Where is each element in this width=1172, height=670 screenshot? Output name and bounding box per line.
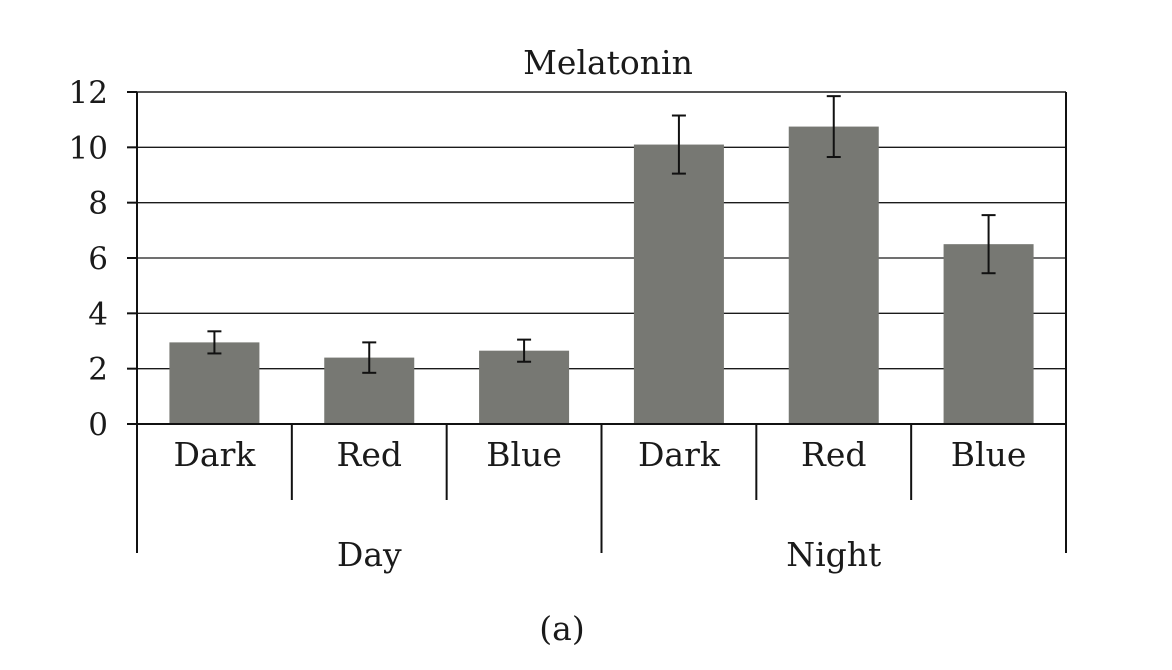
y-tick-label-2: 2 bbox=[88, 352, 108, 388]
x-category-label-1: Red bbox=[336, 435, 402, 474]
y-tick-labels: 0 2 4 6 8 10 12 bbox=[69, 75, 108, 443]
bar-4 bbox=[788, 126, 879, 424]
x-category-label-2: Blue bbox=[486, 435, 562, 474]
x-category-label-5: Blue bbox=[951, 435, 1027, 474]
chart-title: Melatonin bbox=[523, 43, 693, 82]
x-category-labels: Dark Red Blue Dark Red Blue bbox=[173, 435, 1026, 474]
y-tick-label-12: 12 bbox=[69, 75, 108, 111]
x-group-label-night: Night bbox=[786, 535, 881, 574]
y-tick-label-6: 6 bbox=[88, 241, 108, 277]
axes bbox=[127, 91, 1067, 553]
y-tick-label-8: 8 bbox=[88, 186, 108, 222]
x-group-label-day: Day bbox=[337, 535, 402, 574]
figure-caption: (a) bbox=[539, 609, 584, 648]
error-bars bbox=[207, 95, 996, 374]
bars bbox=[169, 126, 1034, 425]
y-tick-label-10: 10 bbox=[69, 130, 108, 166]
x-group-labels: Day Night bbox=[337, 535, 881, 574]
gridlines bbox=[137, 91, 1066, 370]
error-bar-5 bbox=[981, 214, 996, 275]
error-bar-2 bbox=[517, 338, 532, 363]
y-tick-label-0: 0 bbox=[88, 407, 108, 443]
bar-2 bbox=[479, 350, 570, 424]
x-category-label-0: Dark bbox=[173, 435, 256, 474]
bar-0 bbox=[169, 342, 260, 424]
error-bar-0 bbox=[207, 330, 222, 355]
error-bar-1 bbox=[362, 341, 377, 374]
y-tick-label-4: 4 bbox=[88, 296, 108, 332]
x-category-label-4: Red bbox=[801, 435, 867, 474]
error-bar-4 bbox=[826, 95, 841, 159]
x-category-label-3: Dark bbox=[638, 435, 721, 474]
error-bar-3 bbox=[671, 114, 686, 175]
bar-3 bbox=[633, 144, 724, 425]
